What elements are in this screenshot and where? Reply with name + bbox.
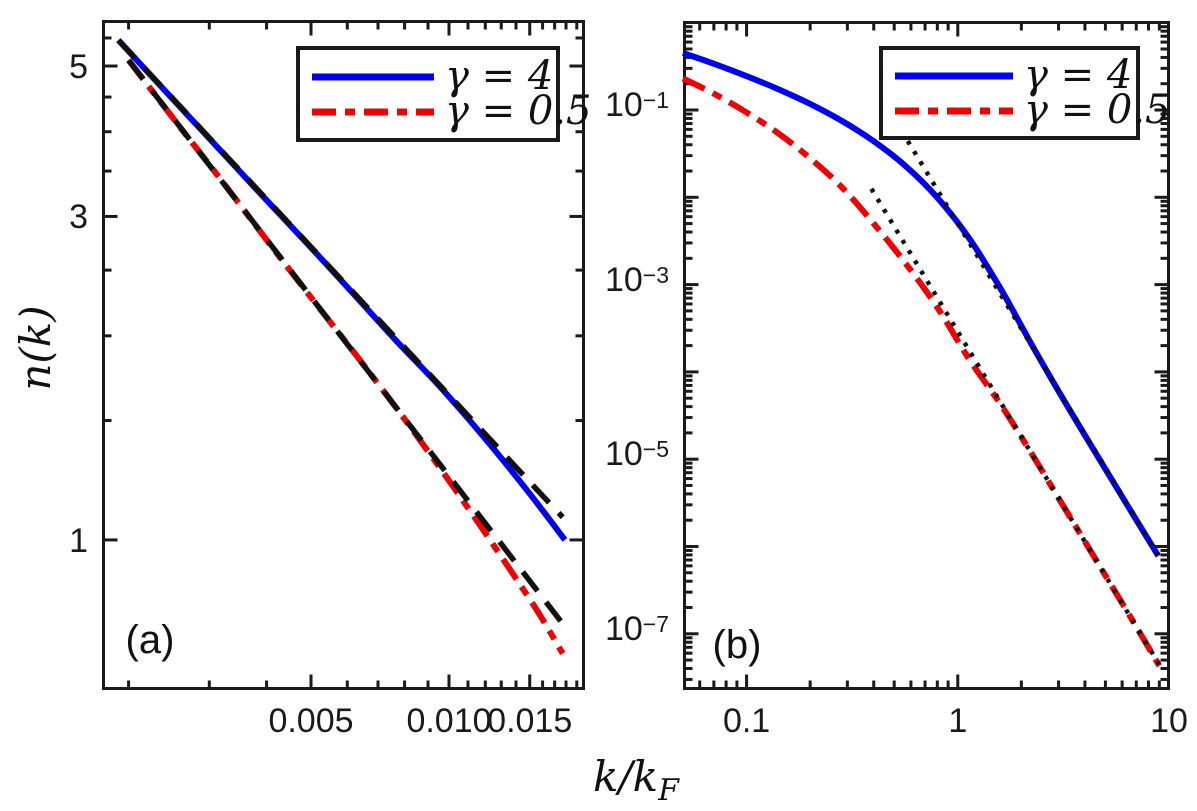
panel-b-label: (b): [712, 623, 762, 667]
panel-b: [681, 21, 1170, 690]
panel-a: [102, 20, 585, 690]
series-n-k-gamma-4: [116, 38, 568, 542]
series-n-k-gamma-4: [682, 50, 1161, 558]
panel-b-legend-box: [879, 46, 1140, 140]
panel-a-label: (a): [125, 618, 175, 662]
series-power-law-fit-gamma-0-5: [126, 58, 568, 629]
x-axis-label-main: k/k: [593, 751, 659, 801]
panel-a-spines: [102, 20, 585, 690]
series-n-k-gamma-0-5: [126, 58, 566, 656]
series-k-4-asymptote-gamma-0-5: [869, 187, 1166, 673]
series-k-4-asymptote-gamma-4: [905, 139, 1165, 563]
y-axis-label: n(k): [11, 305, 60, 390]
x-axis-label: k/kF: [593, 755, 679, 809]
panel-a-ticks: [103, 21, 584, 689]
series-n-k-gamma-0-5: [681, 75, 1162, 668]
panel-b-ticks: [684, 22, 1169, 689]
x-axis-label-sub: F: [658, 773, 679, 809]
series-power-law-fit-gamma-4: [116, 38, 565, 520]
panel-a-legend-box: [296, 46, 560, 142]
y-axis-label-text: n(k): [11, 305, 60, 391]
